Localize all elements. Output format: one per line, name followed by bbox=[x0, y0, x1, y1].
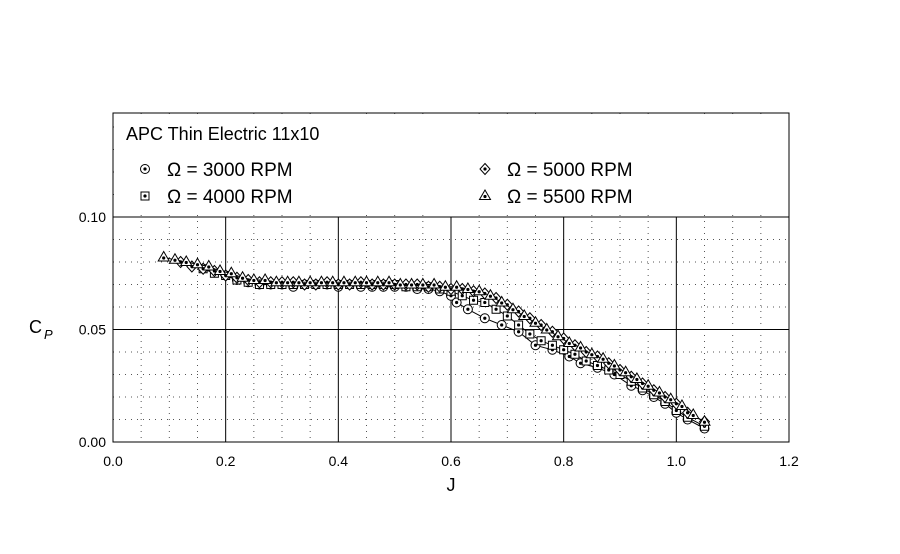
data-point bbox=[461, 282, 475, 293]
y-tick-label: 0.00 bbox=[79, 434, 106, 450]
legend-item: Ω = 3000 RPM bbox=[140, 160, 293, 181]
data-point bbox=[348, 275, 362, 287]
data-point bbox=[495, 295, 509, 307]
series-layer bbox=[157, 250, 711, 434]
data-point bbox=[562, 336, 576, 347]
data-point bbox=[326, 275, 340, 287]
legend-item: Ω = 5500 RPM bbox=[478, 187, 633, 208]
x-tick-label: 1.0 bbox=[667, 453, 687, 469]
data-point bbox=[202, 259, 216, 271]
data-point bbox=[315, 275, 328, 287]
data-point bbox=[469, 295, 479, 305]
data-point bbox=[191, 257, 204, 269]
legend-label: Ω = 5000 RPM bbox=[507, 160, 633, 181]
data-point bbox=[450, 279, 464, 291]
data-point bbox=[337, 275, 351, 287]
series-4 bbox=[157, 250, 711, 426]
data-point bbox=[427, 277, 441, 289]
data-point bbox=[517, 309, 531, 320]
x-tick-label: 1.2 bbox=[779, 453, 799, 469]
data-point bbox=[536, 336, 546, 346]
data-point bbox=[213, 264, 227, 275]
legend-item: Ω = 5000 RPM bbox=[479, 160, 633, 181]
data-point bbox=[292, 275, 306, 287]
legend-item: Ω = 4000 RPM bbox=[140, 187, 293, 208]
y-axis-title-main: C bbox=[29, 317, 42, 337]
data-point bbox=[653, 385, 666, 397]
data-point bbox=[641, 378, 655, 390]
data-point bbox=[416, 277, 430, 289]
data-point bbox=[686, 408, 700, 419]
data-point bbox=[179, 255, 193, 266]
chart-title: APC Thin Electric 11x10 bbox=[126, 124, 319, 144]
y-axis-title: C P bbox=[29, 317, 53, 342]
legend-label: Ω = 3000 RPM bbox=[167, 160, 293, 181]
data-point bbox=[619, 365, 633, 377]
data-point bbox=[525, 329, 535, 339]
data-point bbox=[596, 351, 610, 363]
data-point bbox=[382, 275, 396, 287]
legend-marker bbox=[140, 164, 150, 174]
legend: Ω = 3000 RPM Ω = 4000 RPM Ω = 5000 RPM Ω = … bbox=[140, 160, 633, 208]
data-point bbox=[269, 275, 283, 287]
data-point bbox=[585, 347, 599, 359]
data-point bbox=[496, 320, 507, 330]
data-point bbox=[462, 304, 473, 315]
data-point bbox=[236, 270, 249, 282]
legend-marker bbox=[478, 189, 492, 200]
x-axis-title: J bbox=[447, 475, 456, 495]
x-tick-label: 0.2 bbox=[216, 453, 236, 469]
data-point bbox=[479, 313, 490, 324]
x-tick-label: 0.4 bbox=[329, 453, 349, 469]
data-point bbox=[630, 372, 644, 383]
legend-marker bbox=[479, 162, 491, 176]
data-point bbox=[529, 315, 542, 327]
data-point bbox=[303, 275, 317, 287]
y-tick-label: 0.05 bbox=[79, 322, 106, 338]
legend-label: Ω = 4000 RPM bbox=[167, 187, 293, 208]
data-point bbox=[574, 340, 587, 352]
data-point bbox=[607, 358, 621, 370]
data-point bbox=[281, 275, 295, 287]
data-point bbox=[157, 250, 171, 262]
data-point bbox=[551, 329, 565, 341]
x-tick-label: 0.8 bbox=[554, 453, 574, 469]
y-axis-ticks: 0.00 0.05 0.10 bbox=[79, 209, 106, 450]
data-point bbox=[514, 320, 524, 330]
data-point bbox=[540, 322, 554, 334]
data-point bbox=[224, 266, 238, 278]
y-axis-title-subscript: P bbox=[44, 327, 53, 342]
data-point bbox=[506, 302, 520, 314]
data-point bbox=[484, 288, 497, 300]
data-point bbox=[698, 414, 711, 426]
x-axis-ticks: 0.0 0.2 0.4 0.6 0.8 1.0 1.2 bbox=[103, 453, 799, 469]
x-tick-label: 0.0 bbox=[103, 453, 123, 469]
legend-label: Ω = 5500 RPM bbox=[507, 187, 633, 208]
y-tick-label: 0.10 bbox=[79, 209, 106, 225]
legend-background bbox=[114, 114, 788, 215]
data-point bbox=[472, 284, 486, 296]
data-point bbox=[360, 275, 373, 287]
data-point bbox=[168, 252, 182, 264]
data-point bbox=[393, 277, 407, 289]
data-point bbox=[371, 275, 385, 287]
legend-marker bbox=[140, 191, 150, 201]
data-point bbox=[547, 340, 557, 350]
data-point bbox=[247, 273, 261, 284]
data-point bbox=[258, 273, 272, 284]
data-point bbox=[675, 399, 689, 410]
data-point bbox=[438, 279, 452, 291]
data-point bbox=[405, 277, 418, 289]
data-point bbox=[664, 392, 678, 404]
x-tick-label: 0.6 bbox=[441, 453, 461, 469]
plot-frame bbox=[112, 112, 790, 443]
